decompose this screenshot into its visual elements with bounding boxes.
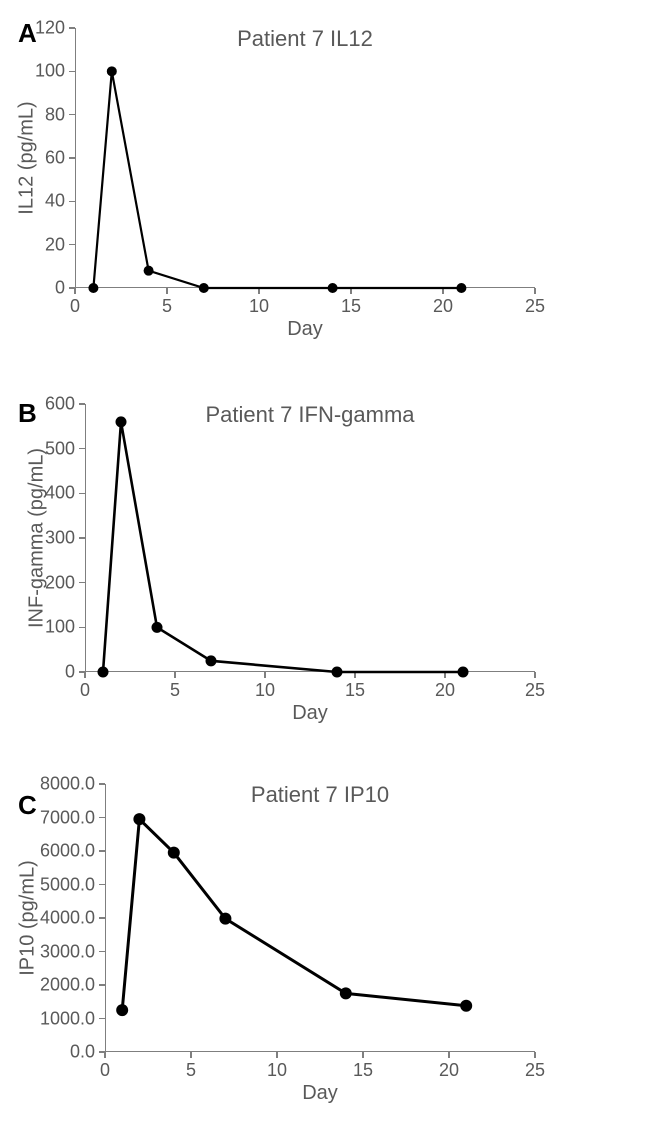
data-point	[340, 987, 352, 999]
data-point	[168, 847, 180, 859]
figure-page: A0510152025020406080100120DayIL12 (pg/mL…	[0, 0, 666, 1133]
data-point	[460, 1000, 472, 1012]
data-point	[116, 1004, 128, 1016]
chart-2: 05101520250.01000.02000.03000.04000.0500…	[0, 0, 666, 1133]
data-point	[219, 913, 231, 925]
series-svg	[0, 0, 666, 1133]
data-point	[133, 813, 145, 825]
